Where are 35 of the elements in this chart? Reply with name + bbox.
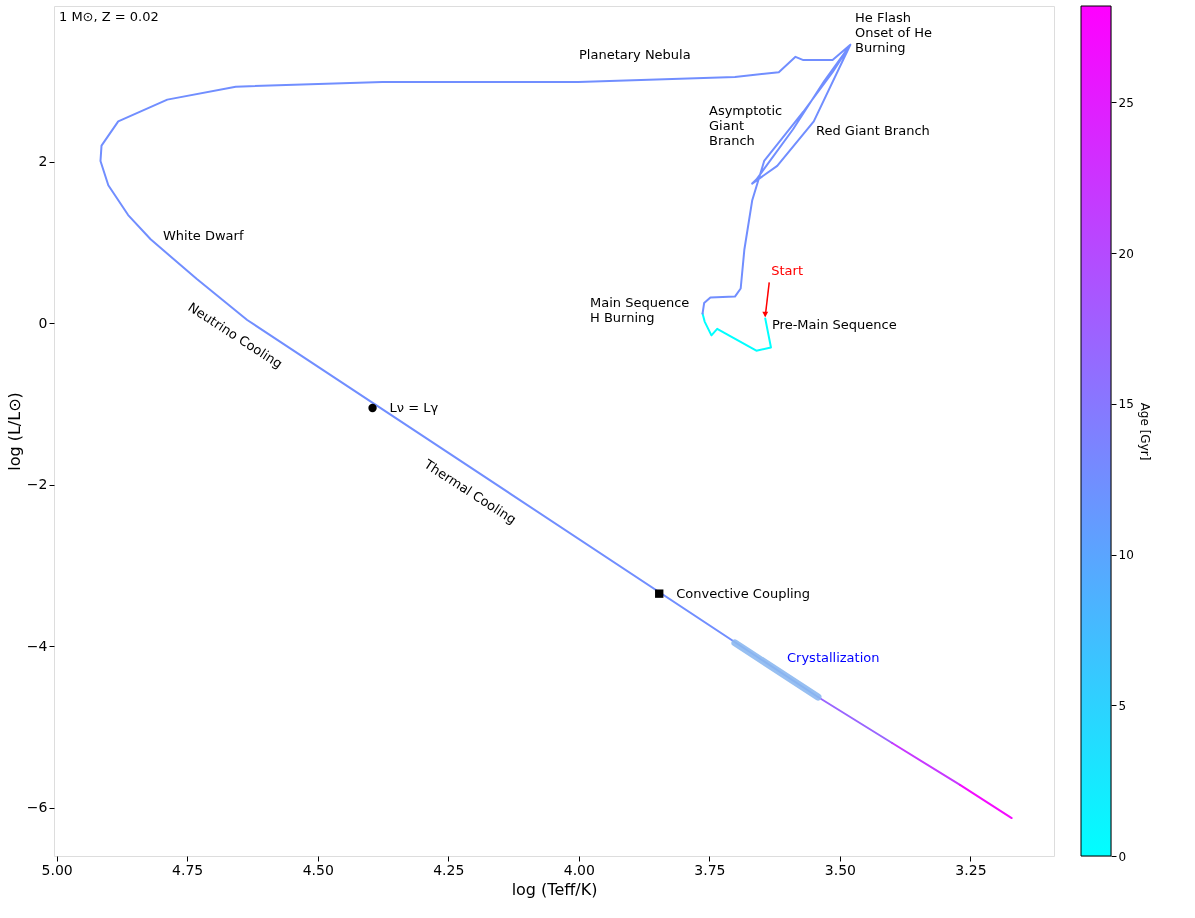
annotation: Crystallization [787,650,880,665]
color-bar-label: 20 [1118,246,1134,261]
y-tick-label: −4 [26,637,48,654]
color-bar-title: Age [Gyr] [1137,402,1152,461]
annotation: Planetary Nebula [579,46,691,62]
annotation: Start [771,263,803,279]
y-axis-title: log (L/L⊙) [4,392,24,471]
annotation: He Flash Onset of He Burning [855,9,932,55]
y-tick-label: 0 [38,314,48,331]
y-tick-label: −2 [26,476,48,493]
color-bar-label: 10 [1118,548,1134,563]
annotation: Pre-Main Sequence [772,316,897,332]
annotation: 1 M⊙, Z = 0.02 [59,9,159,25]
series-label: Lν = Lγ [389,399,439,415]
x-tick-label: 4.50 [302,861,334,878]
color-bar-label: 25 [1118,95,1134,110]
y-tick-label: 2 [38,153,48,170]
x-tick-label: 4.25 [433,861,465,878]
x-axis-title: log (Teff/K) [511,879,598,899]
color-bar-label: 5 [1118,698,1127,713]
x-tick-label: 4.00 [563,861,595,878]
series-label: Convective Coupling [676,585,811,601]
color-bar-label: 15 [1118,397,1134,412]
annotation: Red Giant Branch [816,123,930,138]
line-series [701,312,772,352]
x-tick-label: 3.25 [955,861,987,878]
x-tick-label: 5.00 [41,861,73,878]
annotation: White Dwarf [163,228,244,244]
annotation: Asymptotic Giant Branch [709,102,783,148]
y-tick-label: −6 [26,799,48,816]
x-tick-label: 3.50 [824,861,856,878]
annotation: Main Sequence H Burning [590,294,690,325]
x-tick-label: 4.75 [172,861,204,878]
color-bar-label: 0 [1118,849,1127,864]
x-tick-label: 3.75 [694,861,726,878]
